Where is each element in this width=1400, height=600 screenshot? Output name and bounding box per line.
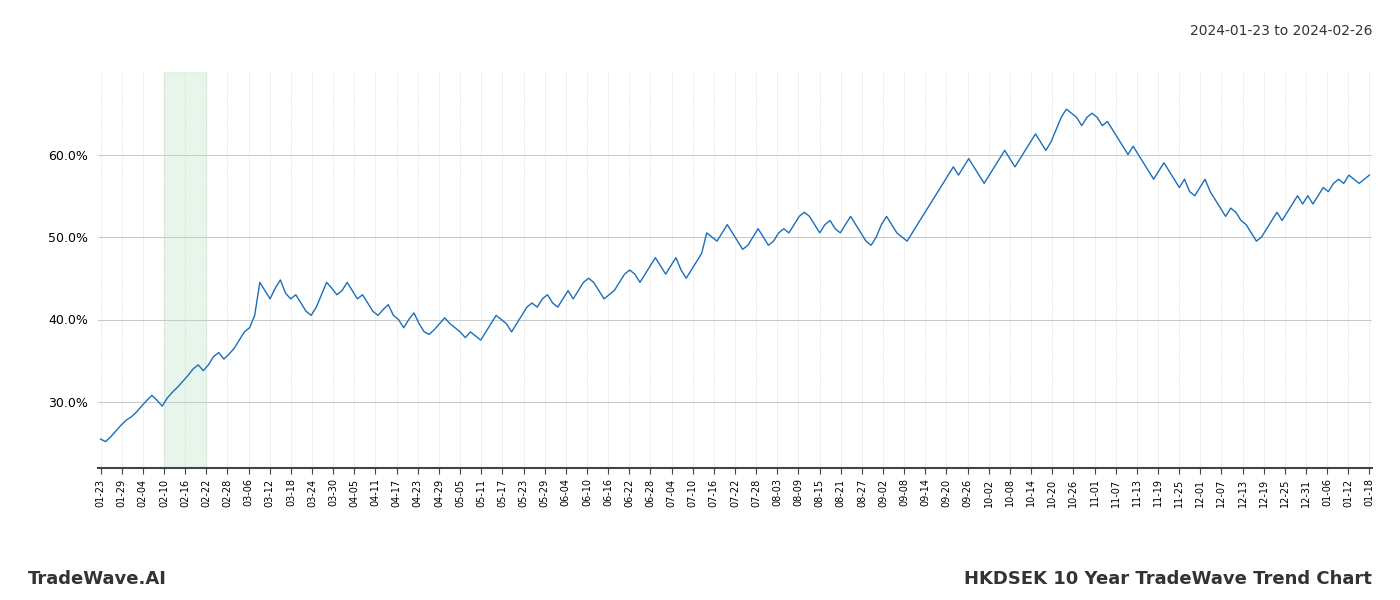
Bar (164, 72, 206, 468)
Text: HKDSEK 10 Year TradeWave Trend Chart: HKDSEK 10 Year TradeWave Trend Chart (965, 570, 1372, 588)
Text: 2024-01-23 to 2024-02-26: 2024-01-23 to 2024-02-26 (1190, 24, 1372, 38)
Text: TradeWave.AI: TradeWave.AI (28, 570, 167, 588)
